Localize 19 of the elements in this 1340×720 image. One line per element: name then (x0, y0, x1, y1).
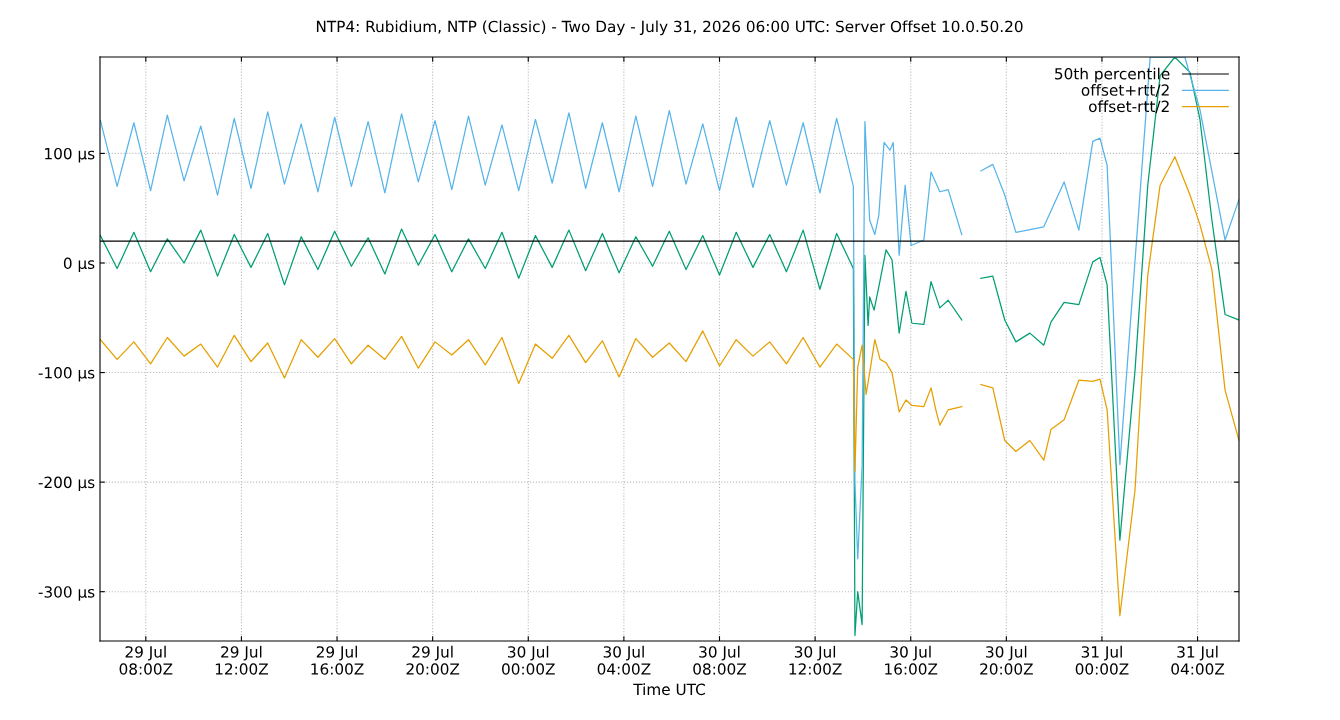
y-tick-label: 100 µs (45, 147, 95, 163)
x-tick-label: 29 Jul 20:00Z (406, 645, 460, 675)
x-tick-label: 30 Jul 12:00Z (789, 645, 842, 675)
x-tick-label: 29 Jul 08:00Z (119, 645, 173, 675)
x-tick-label: 30 Jul 20:00Z (980, 645, 1033, 675)
x-tick-label: 31 Jul 04:00Z (1171, 645, 1225, 675)
x-tick-label: 30 Jul 16:00Z (885, 645, 938, 675)
x-tick-label: 30 Jul 00:00Z (502, 645, 555, 675)
x-axis-title: Time UTC (633, 683, 705, 696)
chart-title: NTP4: Rubidium, NTP (Classic) - Two Day - July 31, 2026 06:00 UTC: Server Offset 10.0.50.20 (316, 20, 1023, 36)
x-tick-label: 30 Jul 08:00Z (693, 645, 747, 675)
x-tick-label: 29 Jul 16:00Z (311, 645, 364, 675)
x-tick-label: 31 Jul 00:00Z (1075, 645, 1129, 675)
y-tick-label: -200 µs (38, 476, 95, 492)
x-tick-label: 30 Jul 04:00Z (597, 645, 651, 675)
y-tick-label: -100 µs (38, 367, 95, 382)
y-tick-label: -300 µs (38, 586, 95, 601)
x-tick-label: 29 Jul 12:00Z (215, 645, 268, 675)
y-tick-label: 0 µs (63, 257, 95, 272)
